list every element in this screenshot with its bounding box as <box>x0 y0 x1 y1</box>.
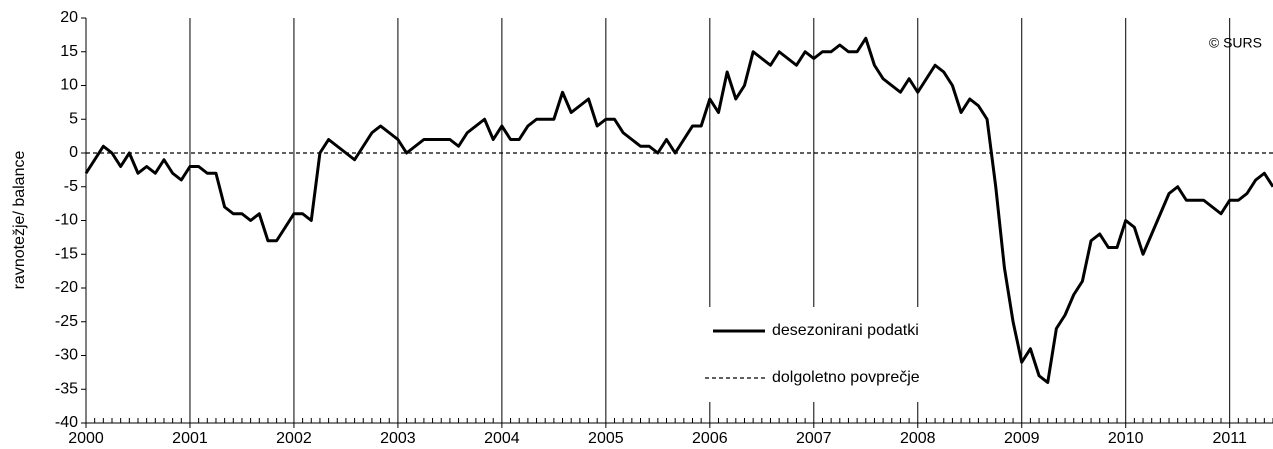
y-tick-label: -40 <box>55 414 78 431</box>
legend-label: desezonirani podatki <box>772 322 919 339</box>
y-tick-label: 15 <box>60 43 78 60</box>
legend-box <box>700 307 972 402</box>
y-tick-label: -10 <box>55 212 78 229</box>
x-tick-label: 2002 <box>276 430 312 447</box>
x-tick-label: 2009 <box>1004 430 1040 447</box>
x-tick-label: 2011 <box>1212 430 1247 447</box>
y-tick-label: 0 <box>69 144 78 161</box>
y-tick-label: 20 <box>60 9 78 26</box>
x-tick-label: 2005 <box>588 430 624 447</box>
legend-label: dolgoletno povprečje <box>772 369 920 386</box>
y-tick-label: -15 <box>55 245 78 262</box>
x-tick-label: 2001 <box>172 430 208 447</box>
y-tick-label: -25 <box>55 313 78 330</box>
y-tick-label: -30 <box>55 347 78 364</box>
y-axis-title: ravnotežje/ balance <box>11 151 28 290</box>
y-tick-label: 5 <box>69 110 78 127</box>
copyright: © SURS <box>1209 35 1262 51</box>
x-tick-label: 2004 <box>484 430 520 447</box>
x-tick-label: 2003 <box>380 430 416 447</box>
data-line <box>84 36 1273 384</box>
y-tick-label: 10 <box>60 77 78 94</box>
x-tick-label: 2000 <box>68 430 104 447</box>
y-tick-label: -5 <box>64 178 78 195</box>
y-tick-label: -35 <box>55 380 78 397</box>
y-tick-label: -20 <box>55 279 78 296</box>
x-tick-label: 2007 <box>796 430 832 447</box>
x-tick-label: 2010 <box>1108 430 1144 447</box>
x-tick-label: 2008 <box>900 430 936 447</box>
x-tick-label: 2006 <box>692 430 728 447</box>
